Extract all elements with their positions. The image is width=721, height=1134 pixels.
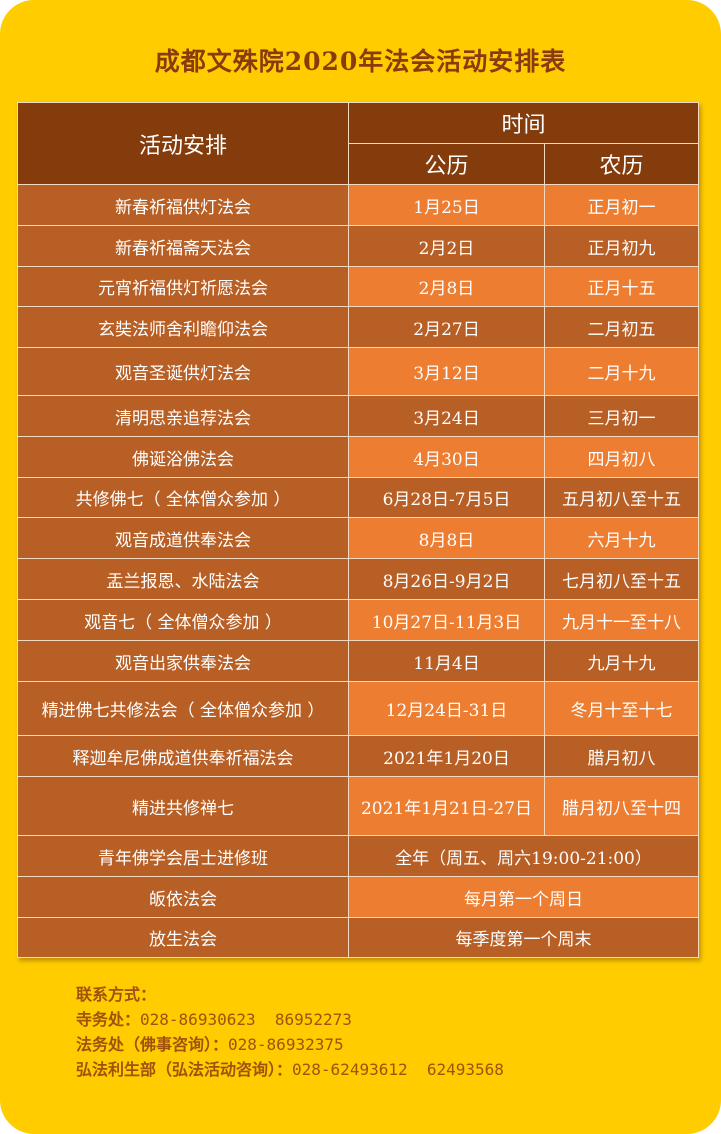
contact-label: 弘法利生部（弘法活动咨询）：	[76, 1060, 293, 1079]
table-row: 元宵祈福供灯祈愿法会 2月8日 正月十五	[17, 266, 700, 307]
solar-date-cell: 2月2日	[348, 225, 545, 267]
lunar-date-cell: 腊月初八至十四	[543, 776, 700, 836]
solar-date-cell: 3月12日	[348, 347, 545, 396]
lunar-date-cell: 二月初五	[543, 306, 700, 348]
activity-cell: 观音出家供奉法会	[17, 640, 349, 682]
activity-cell: 玄奘法师舍利瞻仰法会	[17, 306, 349, 348]
contact-label: 寺务处：	[76, 1010, 141, 1029]
lunar-date-cell: 二月十九	[543, 347, 700, 396]
activity-cell: 佛诞浴佛法会	[17, 436, 349, 478]
activity-cell: 青年佛学会居士进修班	[17, 835, 349, 877]
solar-date-cell: 2月8日	[348, 266, 545, 307]
lunar-date-cell: 五月初八至十五	[543, 477, 700, 518]
contact-line: 寺务处：028-86930623 86952273	[76, 1007, 504, 1032]
schedule-table: 活动安排 时间 公历 农历 新春祈福供灯法会 1月25日 正月初一 新春祈福斋天法会 2…	[17, 102, 700, 958]
activity-cell: 放生法会	[17, 917, 349, 958]
table-row: 共修佛七（ 全体僧众参加 ） 6月28日-7月5日 五月初八至十五	[17, 477, 700, 518]
activity-cell: 皈依法会	[17, 876, 349, 918]
solar-date-cell: 4月30日	[348, 436, 545, 478]
activity-cell: 元宵祈福供灯祈愿法会	[17, 266, 349, 307]
activity-cell: 观音成道供奉法会	[17, 517, 349, 559]
solar-date-cell: 2021年1月20日	[348, 735, 545, 777]
table-row: 释迦牟尼佛成道供奉祈福法会 2021年1月20日 腊月初八	[17, 735, 700, 777]
contact-line: 弘法利生部（弘法活动咨询）：028-62493612 62493568	[76, 1057, 504, 1082]
lunar-date-cell: 九月十一至十八	[543, 599, 700, 641]
table-row: 清明思亲追荐法会 3月24日 三月初一	[17, 395, 700, 437]
solar-date-cell: 6月28日-7月5日	[348, 477, 545, 518]
contact-heading: 联系方式：	[76, 985, 157, 1004]
contact-phone: 028-86932375	[228, 1035, 344, 1054]
table-row: 青年佛学会居士进修班 全年（周五、周六19:00-21:00）	[17, 835, 700, 877]
header-activity: 活动安排	[17, 102, 349, 185]
table-row: 观音出家供奉法会 11月4日 九月十九	[17, 640, 700, 682]
solar-date-cell: 12月24日-31日	[348, 681, 545, 736]
solar-date-cell: 11月4日	[348, 640, 545, 682]
activity-cell: 盂兰报恩、水陆法会	[17, 558, 349, 600]
lunar-date-cell: 正月初九	[543, 225, 700, 267]
table-row: 新春祈福斋天法会 2月2日 正月初九	[17, 225, 700, 267]
lunar-date-cell: 七月初八至十五	[543, 558, 700, 600]
table-row: 盂兰报恩、水陆法会 8月26日-9月2日 七月初八至十五	[17, 558, 700, 600]
solar-date-cell: 1月25日	[348, 184, 545, 226]
table-row: 精进佛七共修法会（ 全体僧众参加 ） 12月24日-31日 冬月十至十七	[17, 681, 700, 736]
header-lunar: 农历	[543, 143, 700, 185]
activity-cell: 共修佛七（ 全体僧众参加 ）	[17, 477, 349, 518]
lunar-date-cell: 腊月初八	[543, 735, 700, 777]
contact-line: 法务处（佛事咨询）：028-86932375	[76, 1032, 504, 1057]
header-time: 时间	[347, 102, 700, 144]
activity-cell: 新春祈福供灯法会	[17, 184, 349, 226]
solar-date-cell: 2021年1月21日-27日	[348, 776, 545, 836]
table-row: 佛诞浴佛法会 4月30日 四月初八	[17, 436, 700, 478]
table-row: 皈依法会 每月第一个周日	[17, 876, 700, 918]
table-row: 观音成道供奉法会 8月8日 六月十九	[17, 517, 700, 559]
header-solar: 公历	[348, 143, 545, 185]
time-cell: 每月第一个周日	[347, 876, 700, 918]
lunar-date-cell: 六月十九	[543, 517, 700, 559]
activity-cell: 精进佛七共修法会（ 全体僧众参加 ）	[17, 681, 349, 736]
activity-cell: 观音七（ 全体僧众参加 ）	[17, 599, 349, 641]
lunar-date-cell: 四月初八	[543, 436, 700, 478]
contact-phone: 028-62493612 62493568	[292, 1060, 504, 1079]
activity-cell: 观音圣诞供灯法会	[17, 347, 349, 396]
activity-cell: 清明思亲追荐法会	[17, 395, 349, 437]
page-title: 成都文殊院2020年法会活动安排表	[154, 47, 567, 76]
solar-date-cell: 8月26日-9月2日	[348, 558, 545, 600]
lunar-date-cell: 九月十九	[543, 640, 700, 682]
contact-label: 法务处（佛事咨询）：	[76, 1035, 229, 1054]
activity-cell: 新春祈福斋天法会	[17, 225, 349, 267]
table-row: 精进共修禅七 2021年1月21日-27日 腊月初八至十四	[17, 776, 700, 836]
table-row: 观音圣诞供灯法会 3月12日 二月十九	[17, 347, 700, 396]
activity-cell: 释迦牟尼佛成道供奉祈福法会	[17, 735, 349, 777]
table-row: 新春祈福供灯法会 1月25日 正月初一	[17, 184, 700, 226]
lunar-date-cell: 冬月十至十七	[543, 681, 700, 736]
solar-date-cell: 2月27日	[348, 306, 545, 348]
activity-cell: 精进共修禅七	[17, 776, 349, 836]
table-row: 放生法会 每季度第一个周末	[17, 917, 700, 958]
table-row: 观音七（ 全体僧众参加 ） 10月27日-11月3日 九月十一至十八	[17, 599, 700, 641]
lunar-date-cell: 正月十五	[543, 266, 700, 307]
solar-date-cell: 10月27日-11月3日	[348, 599, 545, 641]
table-row: 玄奘法师舍利瞻仰法会 2月27日 二月初五	[17, 306, 700, 348]
solar-date-cell: 8月8日	[348, 517, 545, 559]
time-cell: 每季度第一个周末	[347, 917, 700, 958]
contact-info: 联系方式： 寺务处：028-86930623 86952273 法务处（佛事咨询…	[76, 982, 504, 1082]
lunar-date-cell: 三月初一	[543, 395, 700, 437]
contact-phone: 028-86930623 86952273	[140, 1010, 352, 1029]
solar-date-cell: 3月24日	[348, 395, 545, 437]
lunar-date-cell: 正月初一	[543, 184, 700, 226]
time-cell: 全年（周五、周六19:00-21:00）	[347, 835, 700, 877]
